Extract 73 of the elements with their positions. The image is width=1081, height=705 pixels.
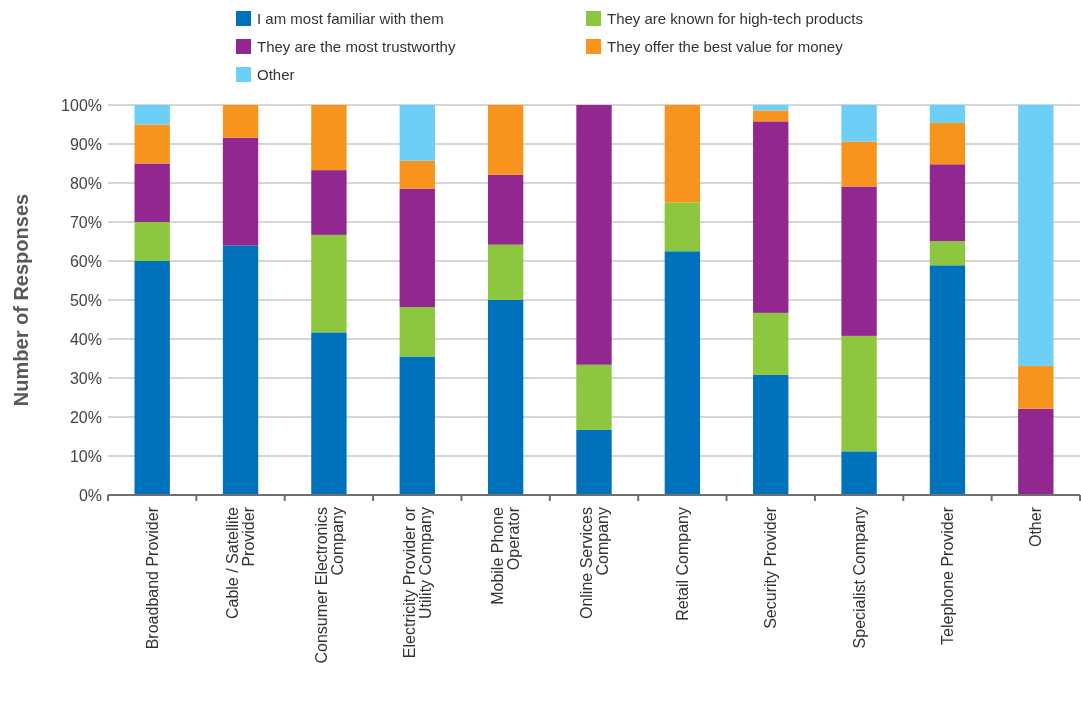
bar (399, 356, 435, 495)
bar (487, 174, 524, 245)
bar (841, 451, 877, 495)
y-tick-label: 40% (69, 330, 102, 348)
y-tick-label: 90% (69, 135, 102, 153)
bar (841, 141, 877, 187)
bar (311, 332, 347, 495)
y-tick-label: 30% (69, 369, 102, 387)
bar (841, 105, 877, 142)
bar (664, 105, 701, 203)
legend-label: They offer the best value for money (607, 38, 844, 55)
x-tick-label: Security Provider (762, 506, 780, 629)
y-axis-title: Number of Responses (10, 193, 32, 407)
bar (1018, 365, 1054, 409)
x-tick-label: Electricity Provider or Utility Company (400, 506, 434, 659)
x-tick-label: Consumer Electronics Company (312, 507, 346, 664)
bar (929, 265, 966, 495)
bar (222, 245, 259, 495)
bar (576, 105, 612, 365)
bar (399, 105, 435, 161)
bar (222, 137, 259, 246)
legend-label: I am most familiar with them (257, 10, 444, 27)
bar (1018, 408, 1054, 495)
y-tick-label: 20% (69, 408, 102, 426)
legend-label: They are known for high-tech products (607, 10, 863, 27)
bar (311, 170, 347, 235)
bar (134, 105, 170, 125)
bar (399, 188, 435, 308)
bar (753, 374, 789, 495)
bar (399, 160, 435, 189)
x-tick-label: Broadband Provider (143, 506, 161, 650)
y-tick-label: 100% (61, 96, 102, 114)
bar (753, 121, 789, 313)
bar (576, 364, 612, 430)
bar (841, 186, 877, 336)
bar (311, 105, 347, 171)
bar (487, 105, 524, 175)
bar (753, 312, 789, 375)
bar (753, 110, 789, 122)
y-tick-label: 70% (69, 213, 102, 231)
x-tick-label: Retail Company (673, 507, 691, 621)
bar (664, 251, 701, 495)
bar (1018, 105, 1054, 366)
bar (487, 300, 524, 495)
y-tick-label: 10% (69, 447, 102, 465)
bar (399, 307, 435, 357)
bar (841, 335, 877, 452)
bar (487, 244, 524, 300)
bar (134, 222, 170, 261)
x-tick-label: Telephone Provider (939, 506, 957, 645)
y-tick-label: 50% (69, 291, 102, 309)
y-tick-label: 60% (69, 252, 102, 270)
x-tick-label: Mobile Phone Operator (489, 506, 523, 605)
bar (929, 164, 966, 242)
legend-label: Other (257, 66, 295, 83)
bar (134, 261, 170, 495)
bar (929, 122, 966, 165)
x-tick-label: Specialist Company (850, 507, 868, 649)
bar (134, 163, 170, 222)
x-tick-label: Other (1027, 506, 1045, 548)
bar (222, 105, 259, 138)
legend-label: They are the most trustworthy (257, 38, 456, 55)
bar (753, 105, 789, 111)
bar (664, 202, 701, 252)
bar (134, 124, 170, 164)
x-tick-label: Online Services Company (577, 507, 611, 620)
bar (929, 105, 966, 123)
y-tick-label: 0% (78, 486, 102, 504)
x-tick-label: Cable / Satellite Provider (224, 506, 258, 620)
y-tick-label: 80% (69, 174, 102, 192)
bar (311, 234, 347, 333)
bar (929, 241, 966, 266)
bar (576, 429, 612, 495)
